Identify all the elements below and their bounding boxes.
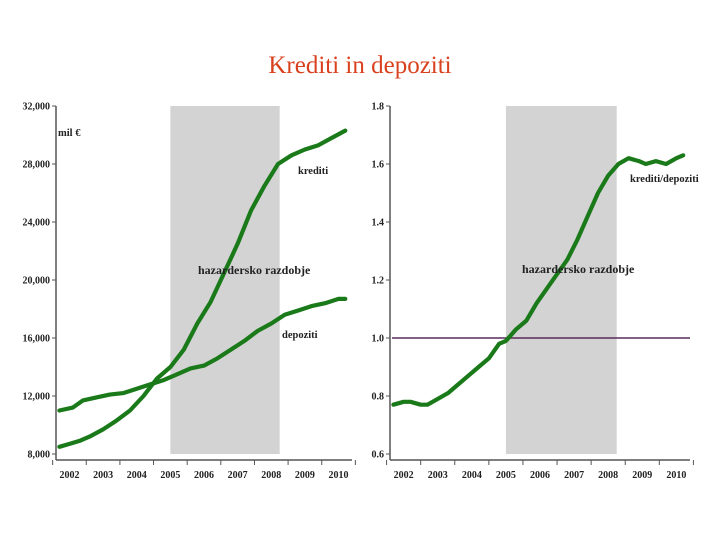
y-tick-label: 1.2 <box>372 276 385 287</box>
x-tick-label: 2005 <box>496 470 516 481</box>
x-tick-label: 2004 <box>127 470 147 481</box>
unit-label: mil € <box>58 128 81 139</box>
shade-label: hazardersko razdobje <box>198 263 311 277</box>
x-tick-label: 2008 <box>261 470 281 481</box>
chart-krediti-depoziti: 32,000 28,000 24,000 20,000 16,000 12,000 8,00… <box>23 102 356 481</box>
x-tick-label: 2006 <box>194 470 214 481</box>
x-tick-label: 2005 <box>160 470 180 481</box>
shade-label: hazardersko razdobje <box>522 262 635 276</box>
x-tick-label: 2003 <box>428 470 448 481</box>
x-tick-label: 2003 <box>93 470 113 481</box>
label-depoziti: depoziti <box>282 330 318 341</box>
y-tick-label: 16,000 <box>23 334 51 345</box>
x-tick-label: 2004 <box>462 470 482 481</box>
label-ratio: krediti/depoziti <box>630 174 699 185</box>
series-line-krediti <box>57 128 348 449</box>
x-tick-label: 2002 <box>394 470 414 481</box>
page-title: Krediti in depoziti <box>268 52 452 79</box>
shaded-period <box>505 106 617 454</box>
x-tick-label: 2006 <box>530 470 550 481</box>
x-tick-label: 2009 <box>632 470 652 481</box>
chart-ratio: 1.8 1.6 1.4 1.2 1.0 0.8 0.6 2002 2003 2004 2005 200… <box>372 102 699 482</box>
y-tick-label: 20,000 <box>23 276 51 287</box>
x-tick-label: 2008 <box>598 470 618 481</box>
y-tick-label: 0.6 <box>372 450 385 461</box>
x-tick-label: 2010 <box>329 470 349 481</box>
series-line-depoziti <box>57 296 348 413</box>
y-tick-label: 12,000 <box>23 392 51 403</box>
y-tick-label: 1.0 <box>372 334 385 345</box>
x-tick-label: 2002 <box>59 470 79 481</box>
x-tick-label: 2007 <box>564 470 584 481</box>
x-tick-label: 2010 <box>666 470 686 481</box>
series-line-kreditideposits <box>391 153 686 407</box>
y-tick-label: 0.8 <box>372 392 385 403</box>
y-tick-label: 1.8 <box>372 102 385 113</box>
y-tick-label: 28,000 <box>23 160 51 171</box>
y-tick-label: 24,000 <box>23 218 51 229</box>
x-tick-label: 2007 <box>228 470 248 481</box>
x-tick-label: 2009 <box>295 470 315 481</box>
y-tick-label: 8,000 <box>28 450 51 461</box>
shaded-period <box>170 106 280 454</box>
y-tick-label: 32,000 <box>23 102 51 113</box>
y-tick-label: 1.6 <box>372 160 385 171</box>
label-krediti: krediti <box>298 166 328 177</box>
y-tick-label: 1.4 <box>372 218 385 229</box>
